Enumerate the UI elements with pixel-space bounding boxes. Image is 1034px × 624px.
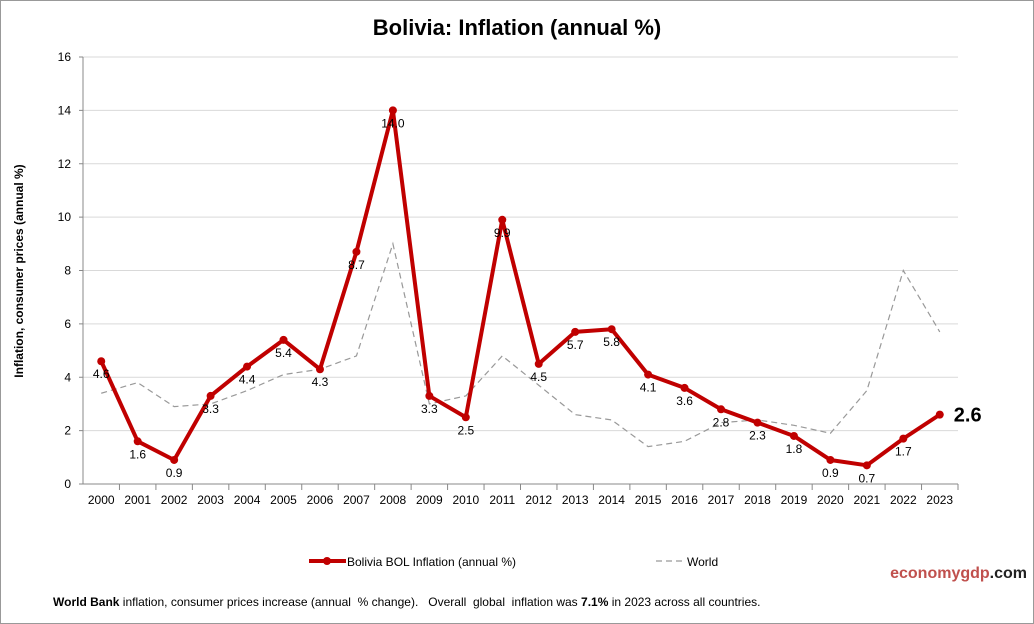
- bolivia-data-point: [717, 405, 726, 414]
- x-tick-label: 2009: [416, 493, 443, 507]
- bolivia-data-point: [133, 437, 142, 446]
- bolivia-data-label: 8.7: [348, 258, 365, 272]
- bolivia-data-label: 1.7: [895, 445, 912, 459]
- bolivia-data-point: [279, 335, 288, 344]
- x-tick-label: 2003: [197, 493, 224, 507]
- footer-source: World Bank: [53, 595, 120, 609]
- bolivia-data-label: 4.6: [93, 367, 110, 381]
- x-tick-label: 2012: [525, 493, 552, 507]
- x-tick-label: 2020: [817, 493, 844, 507]
- x-tick-label: 2010: [452, 493, 479, 507]
- brand-logo: economygdp.com: [890, 565, 1027, 583]
- x-tick-label: 2007: [343, 493, 370, 507]
- bolivia-data-point: [461, 413, 470, 422]
- bolivia-data-point: [425, 391, 434, 400]
- bolivia-data-point: [680, 383, 689, 392]
- legend-bolivia-marker: [323, 557, 331, 565]
- bolivia-series-line: [99, 108, 941, 468]
- x-tick-label: 2022: [890, 493, 917, 507]
- x-tick-label: 2023: [926, 493, 953, 507]
- y-tick-label: 0: [64, 477, 71, 491]
- footer-text1: inflation, consumer prices increase (ann…: [119, 595, 582, 609]
- last-value-label: 2.6: [954, 405, 982, 427]
- legend-world-label: World: [687, 555, 718, 569]
- bolivia-data-point: [352, 247, 361, 256]
- bolivia-data-label: 0.7: [859, 471, 876, 485]
- y-tick-label: 14: [58, 103, 72, 117]
- bolivia-data-label: 4.4: [239, 373, 256, 387]
- x-tick-label: 2021: [854, 493, 881, 507]
- bolivia-data-label: 14.0: [381, 116, 405, 130]
- bolivia-data-point: [862, 461, 871, 470]
- bolivia-data-point: [534, 359, 543, 368]
- bolivia-data-label: 2.8: [713, 415, 730, 429]
- bolivia-data-point: [315, 365, 324, 374]
- y-axis-label: Inflation, consumer prices (annual %): [12, 164, 26, 377]
- bolivia-data-label: 5.4: [275, 346, 292, 360]
- bolivia-data-label: 2.5: [457, 423, 474, 437]
- x-tick-label: 2013: [562, 493, 589, 507]
- bolivia-data-label: 3.3: [421, 402, 438, 416]
- bolivia-data-label: 2.3: [749, 429, 766, 443]
- y-tick-label: 6: [64, 317, 71, 331]
- bolivia-data-point: [97, 357, 106, 366]
- bolivia-data-label: 5.7: [567, 338, 584, 352]
- y-tick-label: 10: [58, 210, 72, 224]
- x-tick-label: 2005: [270, 493, 297, 507]
- bolivia-data-label: 4.1: [640, 381, 657, 395]
- bolivia-data-point: [243, 362, 252, 371]
- x-tick-label: 2014: [598, 493, 625, 507]
- x-tick-label: 2006: [307, 493, 334, 507]
- y-tick-label: 2: [64, 424, 71, 438]
- bolivia-data-point: [388, 106, 397, 115]
- y-tick-label: 12: [58, 157, 72, 171]
- legend-bolivia-label: Bolivia BOL Inflation (annual %): [347, 555, 516, 569]
- x-tick-label: 2004: [234, 493, 261, 507]
- bolivia-data-label: 9.9: [494, 226, 511, 240]
- footer-text2: in 2023 across all countries.: [608, 595, 761, 609]
- bolivia-data-point: [607, 325, 616, 334]
- bolivia-data-point: [899, 434, 908, 443]
- footer-note: World Bank inflation, consumer prices in…: [53, 595, 760, 609]
- y-tick-label: 4: [64, 370, 71, 384]
- x-tick-label: 2002: [161, 493, 188, 507]
- bolivia-data-point: [789, 431, 798, 440]
- x-tick-label: 2011: [489, 493, 515, 507]
- bolivia-data-label: 1.6: [129, 447, 146, 461]
- bolivia-data-point: [170, 455, 179, 464]
- bolivia-data-label: 3.3: [202, 402, 219, 416]
- bolivia-data-point: [498, 215, 507, 224]
- bolivia-data-point: [935, 410, 944, 419]
- bolivia-data-label: 0.9: [822, 466, 839, 480]
- x-tick-label: 2000: [88, 493, 115, 507]
- bolivia-data-label: 0.9: [166, 466, 183, 480]
- bolivia-data-label: 4.5: [530, 370, 547, 384]
- brand-part1: economygdp: [890, 565, 990, 582]
- x-tick-label: 2017: [708, 493, 735, 507]
- bolivia-data-label: 5.8: [603, 335, 620, 349]
- x-tick-label: 2016: [671, 493, 698, 507]
- x-tick-label: 2015: [635, 493, 662, 507]
- bolivia-data-point: [826, 455, 835, 464]
- world-series-line: [101, 241, 941, 448]
- bolivia-data-label: 4.3: [312, 375, 329, 389]
- x-tick-label: 2008: [380, 493, 407, 507]
- bolivia-data-point: [206, 391, 215, 400]
- x-tick-label: 2001: [124, 493, 151, 507]
- bolivia-data-point: [571, 327, 580, 336]
- bolivia-data-label: 3.6: [676, 394, 693, 408]
- brand-part2: .com: [989, 565, 1027, 582]
- chart-title: Bolivia: Inflation (annual %): [373, 15, 661, 40]
- y-tick-label: 8: [64, 264, 71, 278]
- x-tick-label: 2019: [781, 493, 808, 507]
- bolivia-data-point: [753, 418, 762, 427]
- bolivia-data-point: [644, 370, 653, 379]
- bolivia-data-label: 1.8: [786, 442, 803, 456]
- footer-global-value: 7.1%: [581, 595, 609, 609]
- y-tick-label: 16: [58, 50, 72, 64]
- x-tick-label: 2018: [744, 493, 771, 507]
